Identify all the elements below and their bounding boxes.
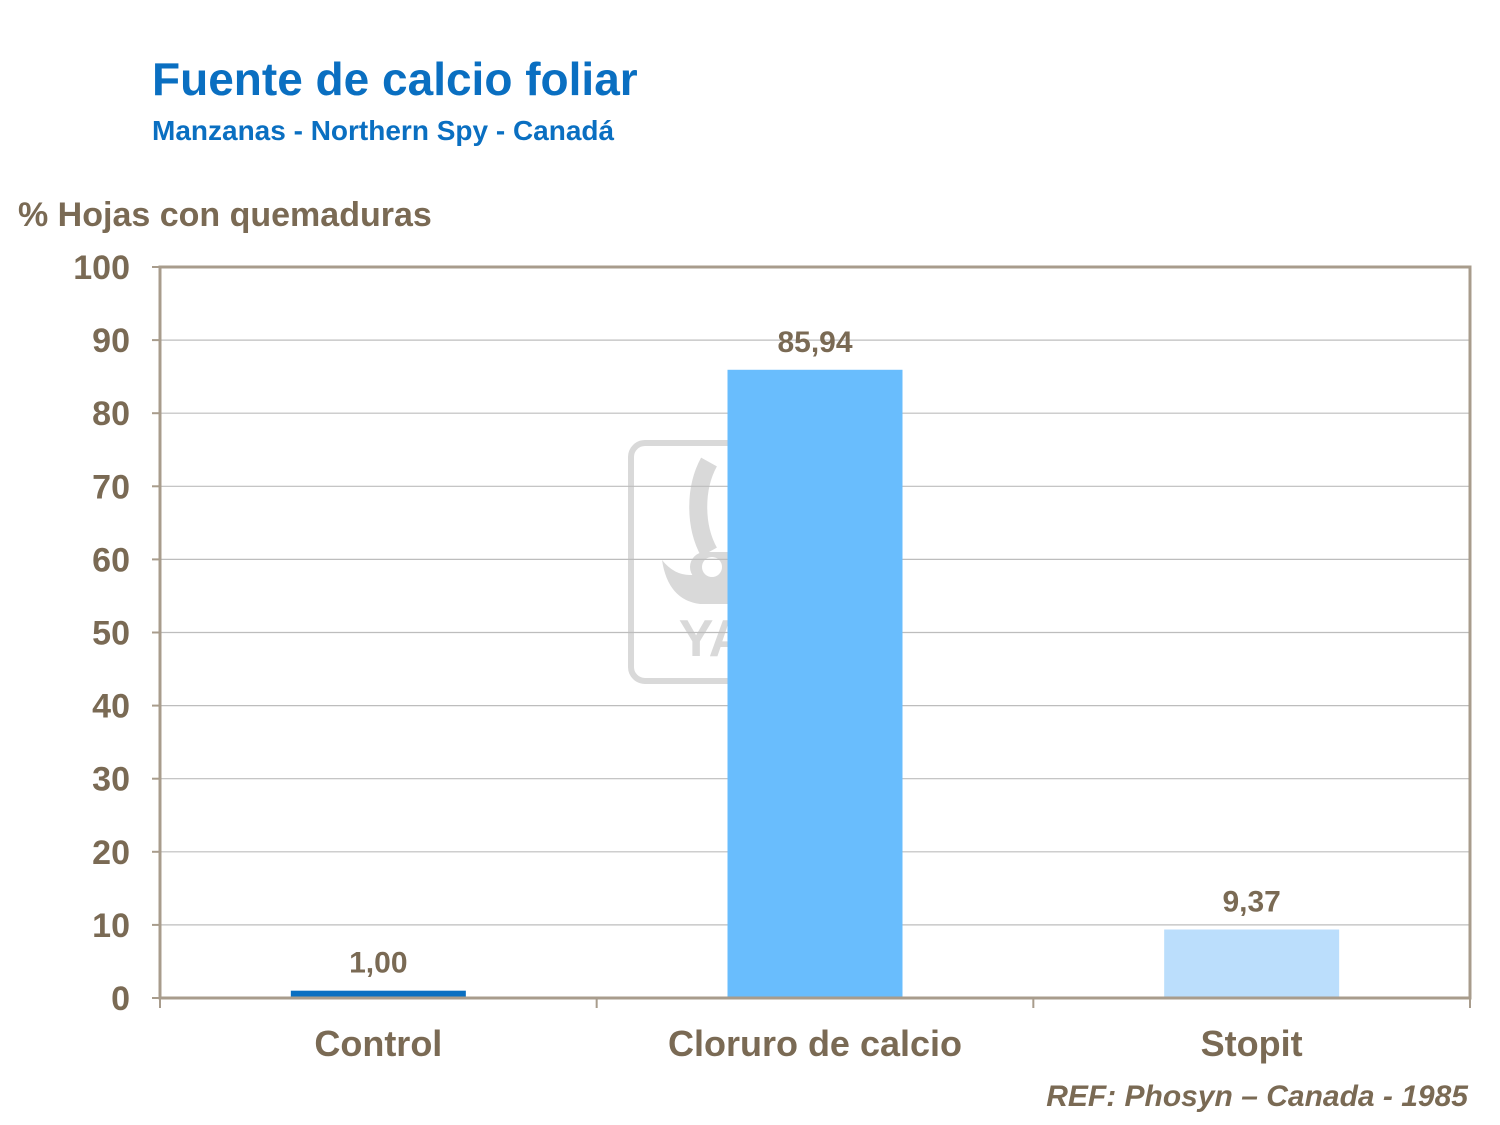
data-label-0: 1,00	[349, 947, 407, 980]
bar-1	[727, 369, 903, 999]
y-tick-label-0: 0	[111, 980, 130, 1018]
y-tick-label-10: 10	[92, 907, 130, 945]
bar-2	[1164, 929, 1340, 998]
y-tick-label-20: 20	[92, 834, 130, 872]
y-tick-label-40: 40	[92, 688, 130, 726]
bar-0	[290, 990, 466, 998]
y-tick-label-30: 30	[92, 761, 130, 799]
category-label-2: Stopit	[1201, 1023, 1303, 1064]
y-tick-label-70: 70	[92, 468, 130, 506]
y-tick-label-90: 90	[92, 322, 130, 360]
y-tick-label-50: 50	[92, 615, 130, 653]
category-label-0: Control	[314, 1023, 442, 1064]
y-axis-label: % Hojas con quemaduras	[18, 196, 432, 234]
reference-note: REF: Phosyn – Canada - 1985	[1046, 1080, 1468, 1113]
watermark-shield-0	[702, 557, 722, 577]
chart-subtitle: Manzanas - Northern Spy - Canadá	[152, 115, 615, 146]
y-tick-label-100: 100	[73, 249, 130, 287]
category-label-1: Cloruro de calcio	[668, 1023, 962, 1064]
y-tick-label-80: 80	[92, 395, 130, 433]
chart-title: Fuente de calcio foliar	[152, 53, 638, 105]
data-label-2: 9,37	[1222, 886, 1280, 919]
data-label-1: 85,94	[777, 326, 852, 359]
watermark-sail-0	[689, 457, 718, 557]
y-tick-label-60: 60	[92, 541, 130, 579]
